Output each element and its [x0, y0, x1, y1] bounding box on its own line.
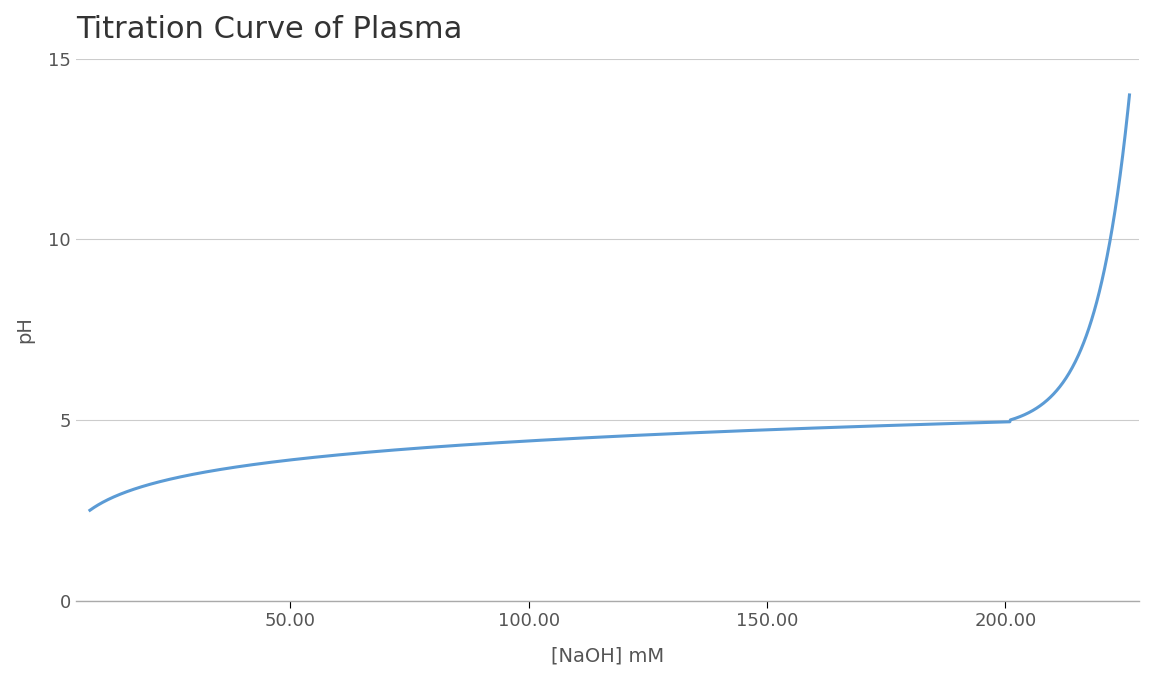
Text: Titration Curve of Plasma: Titration Curve of Plasma — [76, 15, 462, 44]
Y-axis label: pH: pH — [15, 316, 33, 343]
X-axis label: [NaOH] mM: [NaOH] mM — [550, 647, 664, 666]
